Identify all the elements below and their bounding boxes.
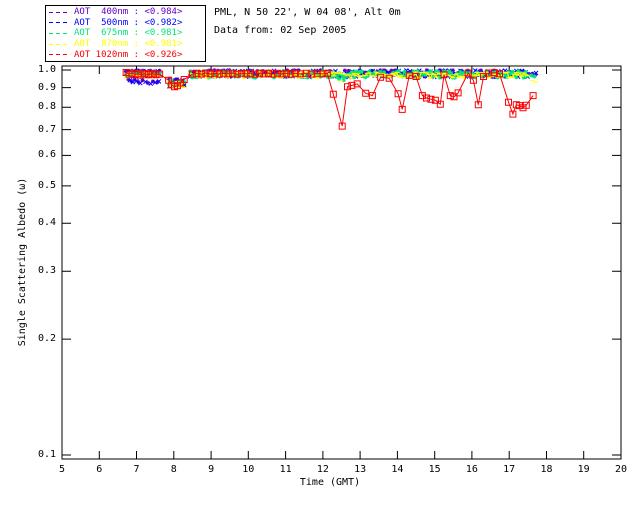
legend-item-1020nm: AOT 1020nm : <0.926> <box>49 50 205 60</box>
y-tick-label-1.0: 1.0 <box>37 64 56 75</box>
legend-item-675nm: AOT 675nm : <0.981> <box>49 28 205 38</box>
x-tick-label-18: 18 <box>540 464 553 475</box>
x-tick-label-7: 7 <box>133 464 140 475</box>
legend-line-sample-870nm <box>49 43 70 45</box>
x-tick-label-14: 14 <box>391 464 404 475</box>
legend-label-400nm: AOT 400nm : <0.984> <box>74 7 183 18</box>
y-axis-title: Single Scattering Albedo (ω) <box>17 177 28 347</box>
legend-line-sample-500nm <box>49 22 70 24</box>
series-markers <box>122 69 537 130</box>
legend-line-sample-400nm <box>49 11 70 13</box>
x-axis-title: Time (GMT) <box>299 477 361 488</box>
legend-line-sample-1020nm <box>49 54 70 56</box>
series-aot-1020nm <box>122 69 537 130</box>
legend-item-400nm: AOT 400nm : <0.984> <box>49 7 205 17</box>
x-tick-label-17: 17 <box>503 464 516 475</box>
y-tick-label-0.1: 0.1 <box>37 449 56 460</box>
legend-label-1020nm: AOT 1020nm : <0.926> <box>74 49 183 60</box>
x-tick-label-9: 9 <box>208 464 215 475</box>
y-tick-label-0.7: 0.7 <box>37 123 56 135</box>
x-tick-label-16: 16 <box>465 464 478 475</box>
legend-label-675nm: AOT 675nm : <0.981> <box>74 28 183 39</box>
x-tick-label-19: 19 <box>577 464 590 475</box>
series-line <box>125 72 534 127</box>
legend-item-870nm: AOT 870nm : <0.981> <box>49 39 205 49</box>
x-tick-label-20: 20 <box>614 464 628 475</box>
y-tick-label-0.8: 0.8 <box>37 101 56 113</box>
x-tick-label-13: 13 <box>354 464 367 475</box>
y-tick-label-0.5: 0.5 <box>37 179 56 191</box>
y-tick-label-0.6: 0.6 <box>37 149 56 161</box>
x-tick-label-15: 15 <box>428 464 441 475</box>
x-tick-label-8: 8 <box>170 464 177 475</box>
x-tick-label-5: 5 <box>58 464 66 475</box>
data-date-text: Data from: 02 Sep 2005 <box>214 25 347 36</box>
x-tick-label-12: 12 <box>316 464 329 475</box>
legend-item-500nm: AOT 500nm : <0.982> <box>49 18 205 28</box>
plot-frame <box>61 65 622 460</box>
legend-line-sample-675nm <box>49 32 70 34</box>
x-tick-label-11: 11 <box>279 464 292 475</box>
legend-label-870nm: AOT 870nm : <0.981> <box>74 39 183 50</box>
x-tick-label-10: 10 <box>242 464 255 475</box>
y-tick-label-0.4: 0.4 <box>37 217 56 229</box>
x-tick-label-6: 6 <box>96 464 103 475</box>
station-location-text: PML, N 50 22', W 04 08', Alt 0m <box>214 7 401 18</box>
legend-box: AOT 400nm : <0.984> AOT 500nm : <0.982> … <box>45 5 206 62</box>
legend-label-500nm: AOT 500nm : <0.982> <box>74 17 183 28</box>
y-tick-label-0.2: 0.2 <box>37 333 56 345</box>
y-tick-label-0.3: 0.3 <box>37 265 56 277</box>
y-tick-label-0.9: 0.9 <box>37 81 56 93</box>
